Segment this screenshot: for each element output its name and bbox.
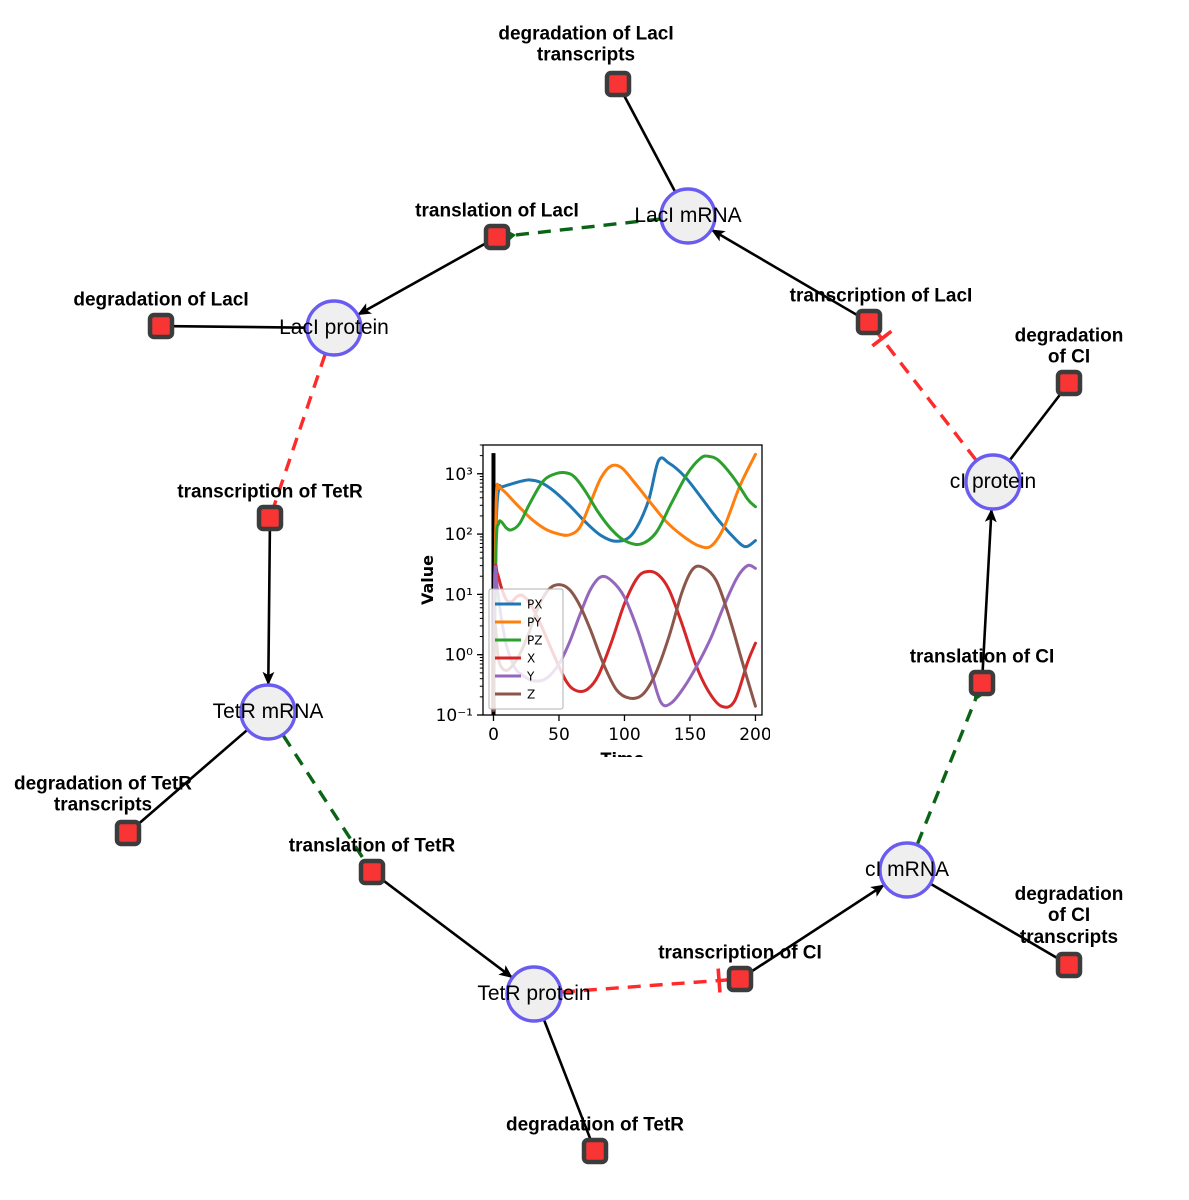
edge-consume	[357, 241, 488, 316]
edge-consume	[136, 729, 248, 827]
process-node-translation_tetr[interactable]	[358, 858, 386, 886]
edge-consume	[622, 93, 677, 192]
process-node-transcription_tetr[interactable]	[256, 504, 284, 532]
process-node-transcription_laci[interactable]	[855, 308, 883, 336]
x-tick-label: 200	[739, 725, 770, 745]
legend-label-X: X	[527, 652, 535, 666]
x-tick-label: 100	[608, 725, 640, 745]
edge-produce	[281, 734, 367, 863]
y-tick-label: 10⁰	[445, 646, 474, 666]
edge-consume	[380, 878, 513, 979]
species-node-laci_mrna[interactable]	[659, 187, 717, 245]
edge-inhibit	[871, 329, 978, 461]
edge-inhibit	[561, 968, 729, 994]
edge-consume	[749, 884, 885, 974]
edge-produce	[915, 687, 983, 845]
series-line-PY	[491, 452, 757, 706]
process-node-deg_tetr_transcripts[interactable]	[114, 819, 142, 847]
process-node-deg_tetr[interactable]	[581, 1137, 609, 1165]
legend-label-Z: Z	[527, 688, 535, 702]
legend-box	[488, 588, 564, 710]
legend-label-PX: PX	[527, 598, 542, 612]
y-axis-title: Value	[418, 555, 437, 605]
x-tick-label: 50	[548, 725, 570, 745]
y-tick-label: 10¹	[445, 585, 473, 605]
x-axis-title: Time	[601, 749, 645, 757]
plot-svg: 10⁻¹ 10⁰ 10¹ 10² 10³ 0 50 100 150 200 Time Value PX P…	[415, 437, 770, 757]
species-node-ci_mrna[interactable]	[878, 841, 936, 899]
process-node-deg_ci_transcripts[interactable]	[1055, 951, 1083, 979]
process-node-deg_laci_transcripts[interactable]	[604, 70, 632, 98]
inhibition-tbar-icon	[716, 968, 722, 993]
process-node-transcription_ci[interactable]	[726, 965, 754, 993]
edge-consume	[172, 324, 307, 329]
process-node-deg_laci[interactable]	[147, 312, 175, 340]
y-tick-label: 10⁻¹	[436, 706, 473, 726]
process-node-translation_laci[interactable]	[483, 223, 511, 251]
edge-consume	[981, 508, 997, 672]
inhibition-tbar-icon	[871, 329, 893, 348]
edge-consume	[930, 883, 1060, 961]
edge-consume	[1009, 391, 1063, 461]
legend-label-PY: PY	[527, 616, 542, 630]
inset-timeseries-plot: 10⁻¹ 10⁰ 10¹ 10² 10³ 0 50 100 150 200 Time Value PX P…	[415, 437, 770, 757]
plot-frame	[482, 444, 763, 716]
legend-label-PZ: PZ	[527, 634, 542, 648]
edge-inhibit	[272, 353, 327, 508]
species-node-tetr_mrna[interactable]	[239, 683, 297, 741]
species-node-tetr_protein[interactable]	[505, 965, 563, 1023]
species-node-ci_protein[interactable]	[964, 453, 1022, 511]
x-tick-label: 150	[674, 725, 706, 745]
legend-label-Y: Y	[526, 670, 535, 684]
y-tick-label: 10²	[445, 525, 473, 545]
process-node-translation_ci[interactable]	[968, 669, 996, 697]
series-line-PX	[491, 456, 757, 706]
process-node-deg_ci[interactable]	[1055, 369, 1083, 397]
series-line-PZ	[491, 454, 757, 706]
edge-consume	[710, 229, 860, 318]
edge-consume	[262, 529, 275, 686]
x-tick-label: 0	[488, 725, 499, 745]
edge-consume	[542, 1019, 592, 1141]
species-node-laci_protein[interactable]	[305, 299, 363, 357]
edge-produce	[501, 217, 661, 241]
y-tick-label: 10³	[445, 465, 473, 485]
plot-background	[415, 437, 770, 757]
